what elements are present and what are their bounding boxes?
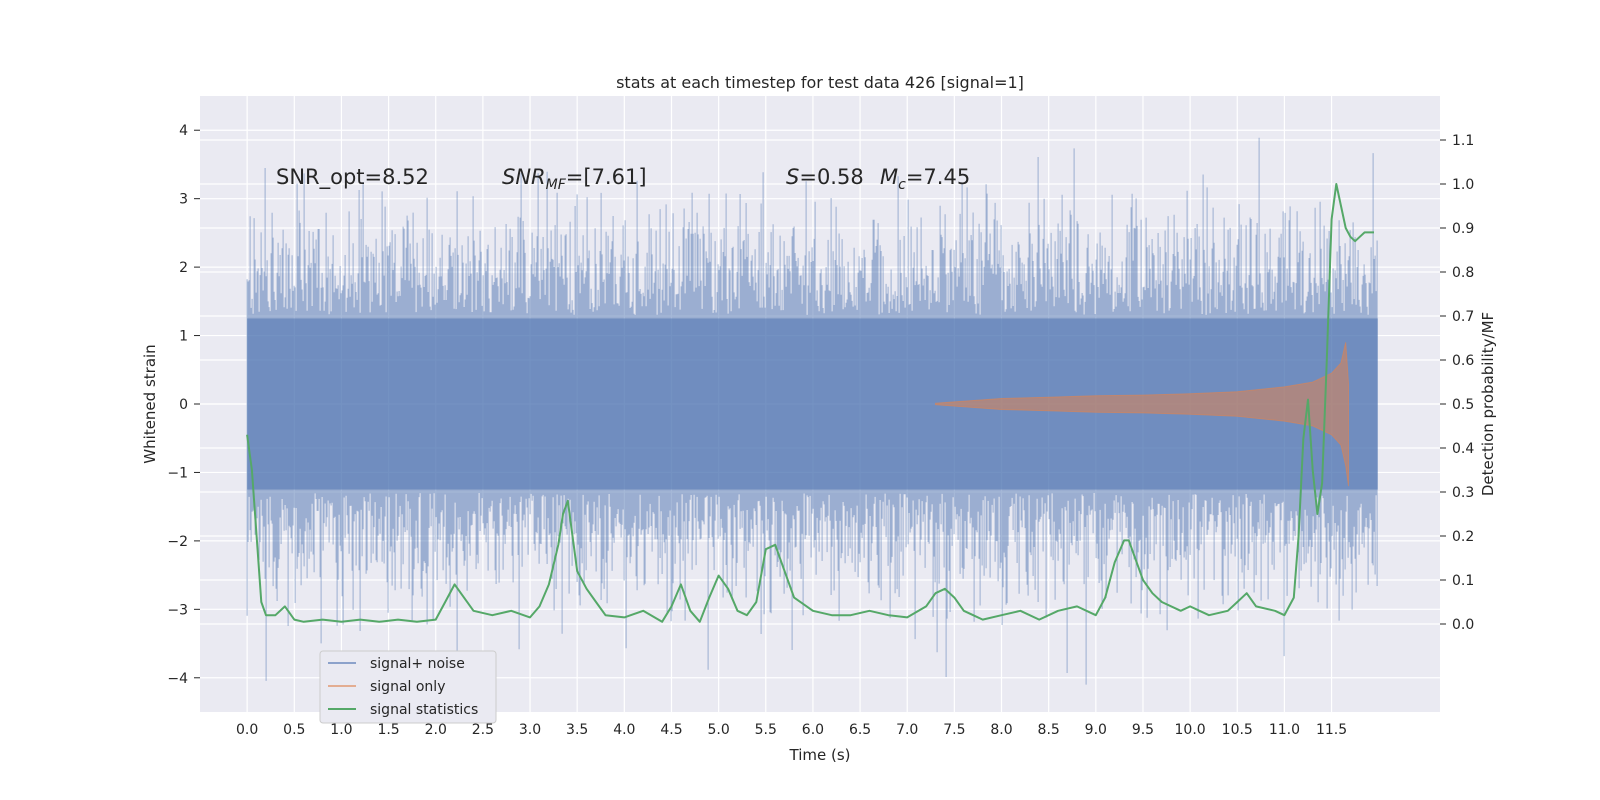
x-tick-label: 6.5 [849, 722, 871, 738]
annotation-mc: Mc=7.45 [880, 165, 970, 193]
legend: signal+ noise signal only signal statist… [319, 650, 497, 724]
legend-box [319, 650, 497, 724]
y-tick-label: −1 [167, 465, 188, 481]
y-tick-label: −2 [167, 534, 188, 550]
legend-label-signal-only: signal only [370, 679, 445, 695]
x-tick-label: 1.0 [330, 722, 352, 738]
signal-statistics-series [246, 183, 1374, 623]
mc-value: =7.45 [906, 165, 970, 189]
x-tick-label: 5.5 [755, 722, 777, 738]
x-tick-label: 1.5 [377, 722, 399, 738]
signal-only-series [935, 342, 1349, 487]
y-tick-label: 2 [179, 260, 188, 276]
x-tick-label: 4.0 [613, 722, 635, 738]
x-tick-label: 8.0 [990, 722, 1012, 738]
y2-tick-label: 0.0 [1452, 617, 1474, 633]
x-tick-label: 11.0 [1269, 722, 1300, 738]
x-axis-ticks: 0.0 0.5 1.0 1.5 2.0 2.5 3.0 3.5 4.0 4.5 5.0 5.5 6.0 6… [236, 722, 1347, 738]
snr-mf-label: SNR [502, 165, 546, 189]
y2-tick-label: 1.1 [1452, 133, 1474, 149]
y2-tick-label: 0.1 [1452, 573, 1474, 589]
y2-axis-label: Detection probability/MF [1479, 312, 1497, 496]
y2-tick-label: 0.2 [1452, 529, 1474, 545]
signal-statistics-line [246, 183, 1374, 623]
annotation-s: S=0.58 [786, 165, 864, 189]
x-tick-label: 8.5 [1038, 722, 1060, 738]
signal-only-area [935, 342, 1349, 487]
legend-label-signal-noise: signal+ noise [370, 656, 465, 672]
x-tick-label: 3.0 [519, 722, 541, 738]
x-tick-label: 5.0 [707, 722, 729, 738]
x-tick-label: 7.0 [896, 722, 918, 738]
annotation-snr-mf: SNRMF=[7.61] [502, 165, 647, 193]
x-tick-label: 0.0 [236, 722, 258, 738]
y-tick-label: −4 [167, 671, 188, 687]
y-tick-label: 3 [179, 192, 188, 208]
y2-tick-label: 0.5 [1452, 397, 1474, 413]
y2-axis-ticks: 1.1 1.0 0.9 0.8 0.7 0.6 0.5 0.4 0.3 0.2 0.1 0.0 [1440, 133, 1474, 633]
y2-tick-label: 0.3 [1452, 485, 1474, 501]
y2-tick-label: 0.4 [1452, 441, 1474, 457]
x-tick-label: 9.5 [1132, 722, 1154, 738]
x-axis-label: Time (s) [789, 746, 851, 764]
y-axis-label: Whitened strain [141, 344, 159, 463]
y2-tick-label: 0.8 [1452, 265, 1474, 281]
legend-label-signal-statistics: signal statistics [370, 702, 478, 718]
x-tick-label: 0.5 [283, 722, 305, 738]
annotation-snr-opt: SNR_opt=8.52 [276, 165, 429, 190]
y-tick-label: 1 [179, 329, 188, 345]
mc-label: M [880, 165, 898, 189]
chart-title: stats at each timestep for test data 426… [616, 73, 1024, 92]
y-tick-label: −3 [167, 602, 188, 618]
x-tick-label: 6.0 [802, 722, 824, 738]
snr-mf-sub: MF [546, 177, 567, 193]
y2-tick-label: 1.0 [1452, 177, 1474, 193]
x-tick-label: 7.5 [943, 722, 965, 738]
x-tick-label: 11.5 [1316, 722, 1347, 738]
y2-tick-label: 0.6 [1452, 353, 1474, 369]
x-tick-label: 3.5 [566, 722, 588, 738]
x-tick-label: 9.0 [1085, 722, 1107, 738]
snr-mf-value: =[7.61] [566, 165, 647, 189]
y2-tick-label: 0.9 [1452, 221, 1474, 237]
x-tick-label: 2.0 [425, 722, 447, 738]
y-tick-label: 4 [179, 123, 188, 139]
x-tick-label: 10.5 [1222, 722, 1253, 738]
y2-tick-label: 0.7 [1452, 309, 1474, 325]
s-value: =0.58 [799, 165, 863, 189]
y-tick-label: 0 [179, 397, 188, 413]
x-tick-label: 10.0 [1175, 722, 1206, 738]
y-axis-ticks: 4 3 2 1 0 −1 −2 −3 −4 [167, 123, 200, 687]
x-tick-label: 4.5 [660, 722, 682, 738]
s-label: S [786, 165, 799, 189]
mc-sub: c [898, 177, 906, 193]
x-tick-label: 2.5 [472, 722, 494, 738]
